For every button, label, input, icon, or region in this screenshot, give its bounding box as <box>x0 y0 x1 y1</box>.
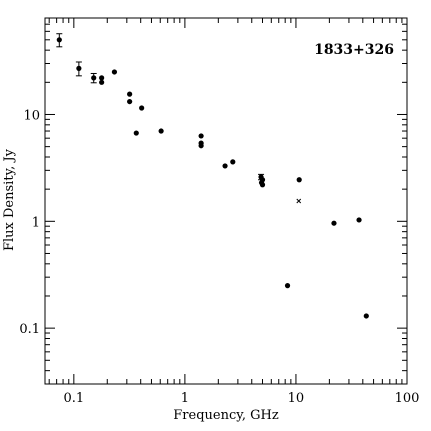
data-point <box>76 65 82 71</box>
data-point <box>127 91 133 97</box>
data-point <box>158 128 164 134</box>
axis-ticks <box>45 17 408 385</box>
data-point <box>56 37 62 43</box>
data-point <box>222 163 228 169</box>
source-annotation: 1833+326 <box>314 42 394 58</box>
cross-data-point <box>296 198 302 204</box>
tick-labels: 0.1 1 10 100 0.1 1 10 <box>19 108 419 406</box>
plot-area: 0.1 1 10 100 0.1 1 10 <box>19 17 419 406</box>
data-point <box>139 105 145 111</box>
data-point <box>99 79 105 85</box>
data-point <box>296 177 302 183</box>
data-point <box>284 283 291 289</box>
x-tick-label: 0.1 <box>63 391 84 406</box>
y-axis-label: Flux Density, Jy <box>2 148 17 251</box>
x-tick-label: 1 <box>181 391 189 406</box>
data-point <box>99 75 105 81</box>
data-point <box>198 133 204 139</box>
data-point <box>356 217 362 223</box>
error-bars <box>56 33 265 181</box>
x-tick-label: 10 <box>288 391 305 406</box>
y-tick-label: 1 <box>32 215 40 230</box>
data-point <box>259 182 266 188</box>
data-point <box>230 159 236 165</box>
y-tick-label: 0.1 <box>19 322 40 337</box>
data-point <box>111 69 118 75</box>
cross-stroke <box>296 198 302 204</box>
x-axis-label: Frequency, GHz <box>173 408 279 423</box>
data-point <box>363 313 369 319</box>
data-point <box>127 98 133 105</box>
data-point <box>198 143 204 149</box>
data-point <box>331 220 337 226</box>
data-points <box>56 37 369 319</box>
x-tick-label: 100 <box>395 391 420 406</box>
data-point <box>91 75 97 81</box>
y-tick-label: 10 <box>23 108 40 123</box>
plot-frame <box>44 17 408 385</box>
data-point <box>133 130 139 136</box>
